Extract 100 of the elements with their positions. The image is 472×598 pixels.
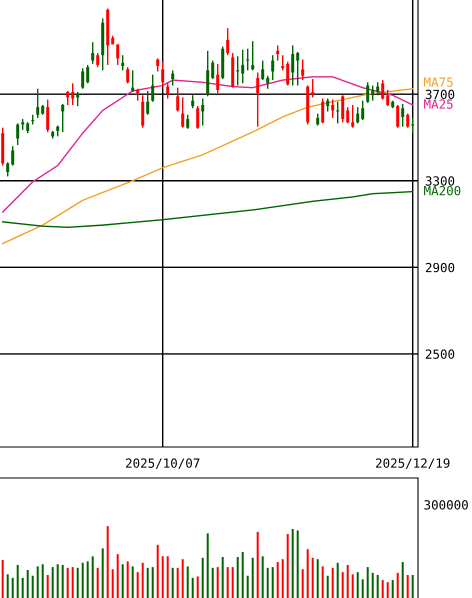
- candlestick: [96, 52, 100, 68]
- candlestick: [141, 94, 144, 128]
- bar: [336, 562, 339, 598]
- candlestick: [181, 96, 184, 128]
- bar: [76, 568, 79, 598]
- candlestick: [66, 90, 70, 106]
- bar: [242, 552, 244, 598]
- candlestick: [296, 51, 300, 86]
- bar: [346, 564, 349, 598]
- candlestick: [271, 54, 274, 81]
- bar: [266, 568, 269, 598]
- bar: [382, 580, 384, 598]
- candlestick: [366, 82, 370, 104]
- bar: [402, 562, 404, 598]
- candlestick: [326, 98, 330, 112]
- bar: [202, 558, 204, 598]
- candlestick: [241, 49, 244, 84]
- bar: [16, 564, 19, 598]
- bar: [2, 560, 4, 598]
- bar: [252, 558, 254, 598]
- candlestick: [146, 90, 150, 116]
- bar: [92, 556, 94, 598]
- bar: [286, 534, 289, 598]
- bar: [262, 556, 264, 598]
- y-tick-label: 2900: [426, 262, 454, 272]
- bar: [112, 569, 114, 598]
- candlestick: [81, 67, 84, 90]
- candlestick: [41, 104, 44, 116]
- candlestick: [11, 145, 14, 166]
- bar: [376, 575, 379, 598]
- candlestick: [276, 44, 280, 62]
- bar: [66, 568, 69, 598]
- candlestick: [71, 82, 74, 106]
- bar: [216, 567, 219, 598]
- bar: [46, 575, 49, 598]
- candlestick: [401, 103, 404, 128]
- bar: [232, 567, 234, 598]
- candlestick: [251, 40, 254, 72]
- bar: [272, 567, 274, 598]
- candlestick: [6, 162, 10, 178]
- candlestick: [211, 60, 214, 80]
- y-tick-label: 2500: [426, 349, 454, 359]
- bar: [212, 568, 214, 598]
- candlestick: [331, 98, 334, 119]
- candlestick: [286, 60, 290, 86]
- candlestick: [226, 27, 230, 56]
- candlestick: [256, 72, 260, 128]
- candlestick: [176, 86, 180, 112]
- bar: [222, 557, 224, 598]
- series-label: MA75: [424, 78, 453, 87]
- bar: [226, 567, 229, 598]
- candlestick: [386, 89, 390, 107]
- candlestick: [126, 66, 130, 84]
- candlestick: [201, 98, 204, 126]
- candlestick: [171, 70, 174, 86]
- candlestick: [381, 79, 384, 100]
- candlestick: [91, 42, 94, 65]
- bar: [366, 567, 369, 598]
- bar: [166, 556, 169, 598]
- candlestick: [336, 101, 340, 124]
- bar: [312, 558, 314, 598]
- bar: [116, 554, 119, 598]
- candlestick: [86, 64, 90, 84]
- candlestick: [121, 54, 124, 72]
- bar: [302, 569, 304, 598]
- candlestick: [61, 103, 64, 133]
- bar: [12, 578, 14, 598]
- candlestick: [131, 70, 134, 93]
- candlestick: [56, 124, 60, 138]
- bar: [142, 562, 144, 598]
- bar: [122, 564, 124, 598]
- candlestick: [291, 44, 294, 86]
- bar: [132, 566, 134, 598]
- bar: [246, 576, 249, 598]
- line-series: [2, 76, 414, 213]
- bar: [52, 567, 54, 598]
- candlestick: [76, 91, 80, 107]
- bar: [136, 572, 139, 598]
- bar: [22, 578, 24, 598]
- candlestick: [376, 82, 380, 96]
- candlestick: [316, 112, 320, 126]
- candlestick: [196, 105, 200, 130]
- bar: [276, 562, 279, 598]
- bar: [406, 575, 409, 598]
- candlestick: [46, 98, 50, 133]
- bar: [316, 559, 319, 598]
- series-label: MA25: [424, 99, 453, 109]
- bar: [192, 578, 194, 598]
- candlestick: [311, 78, 314, 98]
- bar: [176, 568, 179, 598]
- bar: [206, 533, 209, 598]
- line-series: [2, 190, 414, 228]
- candlestick: [21, 118, 24, 131]
- series-label: MA200: [424, 186, 460, 196]
- bar: [306, 549, 309, 598]
- candlestick: [166, 82, 170, 100]
- bar: [396, 572, 399, 598]
- bar: [102, 548, 104, 598]
- bar: [356, 572, 359, 598]
- bar: [196, 576, 199, 598]
